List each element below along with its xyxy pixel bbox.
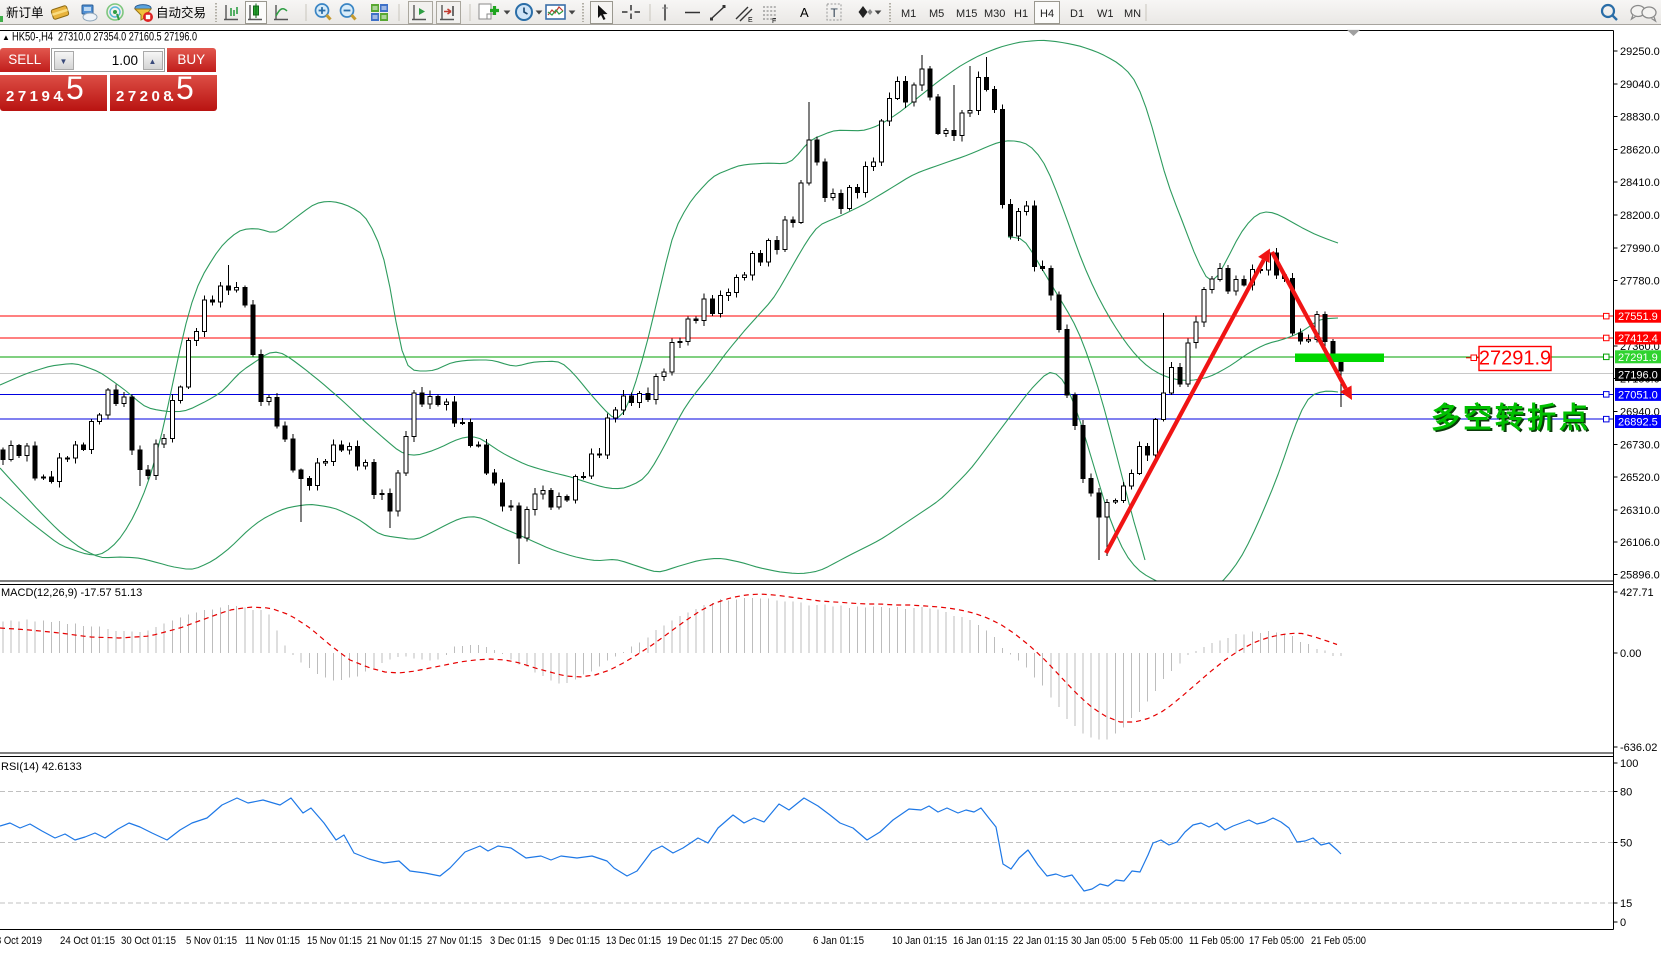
svg-text:17 Feb 05:00: 17 Feb 05:00 xyxy=(1249,935,1304,947)
svg-text:新订单: 新订单 xyxy=(6,5,44,20)
svg-text:27 Nov 01:15: 27 Nov 01:15 xyxy=(427,935,482,947)
svg-text:24 Oct 01:15: 24 Oct 01:15 xyxy=(60,935,115,947)
svg-text:RSI(14) 42.6133: RSI(14) 42.6133 xyxy=(1,761,82,773)
svg-text:6 Jan 01:15: 6 Jan 01:15 xyxy=(813,935,864,947)
svg-text:11 Feb 05:00: 11 Feb 05:00 xyxy=(1189,935,1244,947)
svg-text:8 Oct 2019: 8 Oct 2019 xyxy=(0,935,42,947)
svg-text:26310.0: 26310.0 xyxy=(1620,505,1660,517)
svg-text:100: 100 xyxy=(1620,758,1638,770)
svg-text:427.71: 427.71 xyxy=(1620,587,1654,599)
svg-text:26520.0: 26520.0 xyxy=(1620,472,1660,484)
svg-text:0: 0 xyxy=(1620,917,1626,929)
svg-text:27196.0: 27196.0 xyxy=(1618,370,1658,382)
svg-text:13 Dec 01:15: 13 Dec 01:15 xyxy=(606,935,661,947)
svg-text:19 Dec 01:15: 19 Dec 01:15 xyxy=(667,935,722,947)
svg-text:5 Nov 01:15: 5 Nov 01:15 xyxy=(186,935,237,947)
svg-text:27412.4: 27412.4 xyxy=(1618,333,1658,345)
svg-text:25896.0: 25896.0 xyxy=(1620,570,1660,582)
svg-text:27551.9: 27551.9 xyxy=(1618,311,1658,323)
svg-text:26106.0: 26106.0 xyxy=(1620,537,1660,549)
svg-text:28830.0: 28830.0 xyxy=(1620,112,1660,124)
svg-text:▲: ▲ xyxy=(2,33,10,42)
svg-text:27291.9: 27291.9 xyxy=(1479,348,1551,370)
svg-text:MACD(12,26,9) -17.57 51.13: MACD(12,26,9) -17.57 51.13 xyxy=(1,587,142,599)
svg-text:29250.0: 29250.0 xyxy=(1620,46,1660,58)
svg-text:E: E xyxy=(748,17,753,24)
svg-text:21 Nov 01:15: 21 Nov 01:15 xyxy=(367,935,422,947)
svg-text:26892.5: 26892.5 xyxy=(1618,417,1658,429)
svg-text:27780.0: 27780.0 xyxy=(1620,276,1660,288)
svg-text:M5: M5 xyxy=(929,8,944,20)
svg-text:28620.0: 28620.0 xyxy=(1620,144,1660,156)
svg-text:30 Jan 05:00: 30 Jan 05:00 xyxy=(1071,935,1126,947)
svg-text:F: F xyxy=(772,18,776,25)
svg-text:16 Jan 01:15: 16 Jan 01:15 xyxy=(953,935,1008,947)
svg-text:29040.0: 29040.0 xyxy=(1620,79,1660,91)
svg-text:27310.0 27354.0 27160.5 27196.: 27310.0 27354.0 27160.5 27196.0 xyxy=(58,30,197,44)
svg-text:自动交易: 自动交易 xyxy=(156,5,206,20)
svg-text:27 Dec 05:00: 27 Dec 05:00 xyxy=(728,935,783,947)
svg-text:T: T xyxy=(831,6,839,20)
svg-text:0.00: 0.00 xyxy=(1620,648,1641,660)
svg-text:30 Oct 01:15: 30 Oct 01:15 xyxy=(121,935,176,947)
svg-text:26730.0: 26730.0 xyxy=(1620,439,1660,451)
svg-text:27291.9: 27291.9 xyxy=(1618,352,1658,364)
svg-text:21 Feb 05:00: 21 Feb 05:00 xyxy=(1311,935,1366,947)
svg-text:27051.0: 27051.0 xyxy=(1618,389,1658,401)
svg-text:D1: D1 xyxy=(1070,8,1084,20)
svg-text:80: 80 xyxy=(1620,787,1632,799)
svg-text:M30: M30 xyxy=(984,8,1005,20)
svg-text:HK50-,H4: HK50-,H4 xyxy=(12,30,53,44)
svg-text:3 Dec 01:15: 3 Dec 01:15 xyxy=(490,935,541,947)
svg-text:M1: M1 xyxy=(901,8,916,20)
svg-text:11 Nov 01:15: 11 Nov 01:15 xyxy=(245,935,300,947)
svg-text:50: 50 xyxy=(1620,837,1632,849)
svg-text:多空转折点: 多空转折点 xyxy=(1431,401,1591,435)
svg-text:28200.0: 28200.0 xyxy=(1620,210,1660,222)
svg-text:M15: M15 xyxy=(956,8,977,20)
svg-text:27990.0: 27990.0 xyxy=(1620,243,1660,255)
svg-text:A: A xyxy=(800,5,809,20)
svg-text:H1: H1 xyxy=(1014,8,1028,20)
svg-text:15: 15 xyxy=(1620,898,1632,910)
svg-text:22 Jan 01:15: 22 Jan 01:15 xyxy=(1013,935,1068,947)
svg-text:多空转折点: 多空转折点 xyxy=(1433,402,1593,436)
svg-text:W1: W1 xyxy=(1097,8,1114,20)
svg-text:5 Feb 05:00: 5 Feb 05:00 xyxy=(1132,935,1183,947)
svg-text:10 Jan 01:15: 10 Jan 01:15 xyxy=(892,935,947,947)
svg-text:28410.0: 28410.0 xyxy=(1620,177,1660,189)
svg-text:15 Nov 01:15: 15 Nov 01:15 xyxy=(307,935,362,947)
svg-text:H4: H4 xyxy=(1040,8,1054,20)
svg-text:MN: MN xyxy=(1124,8,1141,20)
svg-text:9 Dec 01:15: 9 Dec 01:15 xyxy=(549,935,600,947)
svg-text:-636.02: -636.02 xyxy=(1620,742,1657,754)
